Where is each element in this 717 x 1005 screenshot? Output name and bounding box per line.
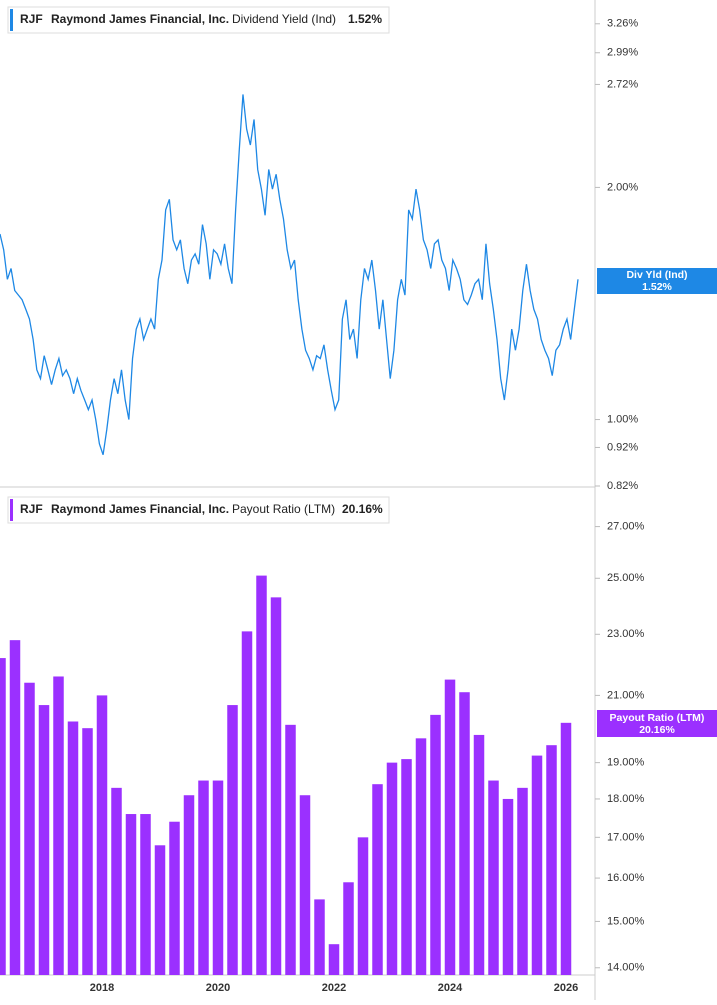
bar bbox=[517, 787, 528, 975]
y-tick-label: 25.00% bbox=[607, 572, 645, 584]
legend-value: 20.16% bbox=[342, 502, 383, 516]
bar bbox=[154, 845, 166, 975]
bar bbox=[227, 705, 238, 975]
y-tick-label: 17.00% bbox=[607, 831, 645, 843]
legend-company: Raymond James Financial, Inc. bbox=[51, 12, 229, 26]
y-tick-label: 2.72% bbox=[607, 78, 638, 90]
y-tick-label: 27.00% bbox=[607, 520, 645, 532]
legend-value: 1.52% bbox=[348, 12, 382, 26]
legend-accent bbox=[10, 9, 13, 31]
y-tick-label: 18.00% bbox=[607, 793, 645, 805]
flag-label: Div Yld (Ind) bbox=[626, 269, 687, 281]
bar bbox=[546, 745, 557, 975]
y-tick-label: 19.00% bbox=[607, 757, 645, 769]
bar bbox=[328, 944, 340, 975]
legend-company: Raymond James Financial, Inc. bbox=[51, 502, 229, 516]
y-tick-label: 0.82% bbox=[607, 480, 638, 492]
bar bbox=[111, 787, 122, 975]
value-flag bbox=[597, 710, 717, 737]
bar bbox=[488, 780, 499, 975]
legend-box bbox=[7, 6, 390, 34]
legend-accent bbox=[10, 499, 13, 521]
bar bbox=[125, 814, 137, 975]
bar bbox=[401, 759, 412, 975]
y-tick-label: 16.00% bbox=[607, 872, 645, 884]
bar bbox=[241, 631, 253, 975]
bar bbox=[502, 798, 514, 975]
bar bbox=[285, 724, 296, 975]
x-tick-label: 2026 bbox=[554, 982, 578, 994]
value-flag bbox=[597, 268, 717, 294]
bar bbox=[96, 695, 108, 975]
legend-series: Dividend Yield (Ind) bbox=[232, 12, 336, 26]
x-tick-label: 2024 bbox=[438, 982, 463, 994]
y-tick-label: 1.00% bbox=[607, 413, 638, 425]
bar bbox=[459, 692, 470, 975]
bar bbox=[82, 728, 93, 975]
bar bbox=[0, 658, 6, 975]
bar bbox=[473, 734, 485, 975]
bar bbox=[415, 738, 427, 975]
x-tick-label: 2022 bbox=[322, 982, 346, 994]
y-tick-label: 21.00% bbox=[607, 689, 645, 701]
line-series bbox=[0, 94, 579, 456]
legend-ticker: RJF bbox=[20, 502, 43, 516]
bar bbox=[198, 780, 209, 975]
bar bbox=[386, 762, 398, 975]
flag-value: 1.52% bbox=[642, 281, 672, 293]
x-tick-label: 2018 bbox=[90, 982, 114, 994]
bar bbox=[343, 882, 354, 975]
y-tick-label: 2.99% bbox=[607, 47, 638, 59]
bar bbox=[183, 795, 195, 975]
y-tick-label: 14.00% bbox=[607, 962, 645, 974]
bar bbox=[53, 676, 64, 975]
bar bbox=[256, 575, 267, 975]
flag-label: Payout Ratio (LTM) bbox=[610, 712, 705, 724]
bar bbox=[372, 784, 383, 975]
bar bbox=[212, 780, 224, 975]
x-tick-label: 2020 bbox=[206, 982, 230, 994]
y-tick-label: 23.00% bbox=[607, 628, 645, 640]
bar bbox=[531, 755, 543, 975]
bar bbox=[9, 640, 21, 975]
flag-value: 20.16% bbox=[639, 724, 675, 736]
bar bbox=[24, 682, 35, 975]
bar bbox=[67, 721, 79, 975]
bar bbox=[444, 679, 456, 975]
y-tick-label: 15.00% bbox=[607, 915, 645, 927]
legend-ticker: RJF bbox=[20, 12, 43, 26]
y-tick-label: 2.00% bbox=[607, 181, 638, 193]
bar bbox=[299, 795, 311, 975]
legend-series: Payout Ratio (LTM) bbox=[232, 502, 335, 516]
legend-box bbox=[7, 496, 390, 524]
y-tick-label: 0.92% bbox=[607, 441, 638, 453]
bar bbox=[560, 722, 572, 975]
y-tick-label: 3.26% bbox=[607, 18, 638, 30]
bar bbox=[270, 597, 282, 975]
bar bbox=[314, 899, 325, 975]
bar bbox=[169, 821, 180, 975]
bar bbox=[38, 705, 50, 975]
bar bbox=[140, 814, 151, 975]
bar bbox=[430, 714, 441, 975]
bar bbox=[357, 837, 369, 975]
